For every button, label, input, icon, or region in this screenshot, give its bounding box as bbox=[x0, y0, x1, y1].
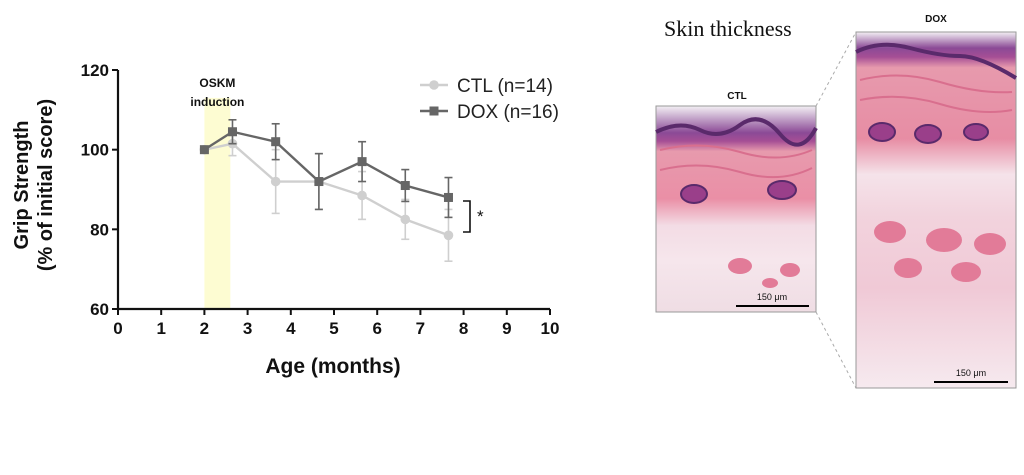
x-tick-label: 1 bbox=[156, 319, 165, 338]
dox-scale-label: 150 μm bbox=[956, 368, 986, 378]
data-point bbox=[357, 157, 367, 167]
significance-star: * bbox=[477, 207, 484, 226]
x-tick-label: 0 bbox=[113, 319, 122, 338]
x-tick-label: 4 bbox=[286, 319, 296, 338]
zoom-line-top bbox=[815, 31, 857, 107]
x-tick-label: 10 bbox=[541, 319, 560, 338]
y-axis-title: Grip Strength bbox=[11, 121, 33, 250]
ctl-scale-label: 150 μm bbox=[757, 292, 787, 302]
x-tick-label: 2 bbox=[200, 319, 209, 338]
zoom-line-bottom bbox=[815, 311, 857, 389]
legend: CTL (n=14) DOX (n=16) bbox=[420, 76, 559, 123]
y-axis-subtitle: (% of initial score) bbox=[35, 99, 57, 271]
series-line bbox=[203, 130, 449, 199]
series-layer bbox=[199, 118, 454, 263]
y-tick-label: 100 bbox=[81, 141, 109, 160]
x-tick-label: 9 bbox=[502, 319, 511, 338]
y-tick-label: 80 bbox=[90, 220, 109, 239]
skin-thickness-panel: Skin thickness CTL 150 μm DOX bbox=[655, 14, 1018, 389]
ctl-image-label: CTL bbox=[727, 91, 746, 102]
dox-histology-image: 150 μm bbox=[855, 31, 1018, 389]
data-point bbox=[227, 127, 237, 137]
x-tick-label: 5 bbox=[329, 319, 338, 338]
data-point bbox=[271, 137, 281, 147]
series-line bbox=[204, 142, 449, 237]
data-point bbox=[443, 192, 453, 202]
oskm-induction-band bbox=[204, 97, 231, 309]
data-point bbox=[400, 181, 410, 191]
x-axis-title: Age (months) bbox=[265, 355, 400, 378]
data-point bbox=[270, 176, 281, 187]
series-1 bbox=[199, 118, 453, 219]
x-tick-label: 7 bbox=[416, 319, 425, 338]
x-tick-label: 3 bbox=[243, 319, 252, 338]
dox-image-label: DOX bbox=[925, 14, 947, 25]
series-0 bbox=[199, 130, 454, 263]
data-point bbox=[443, 230, 454, 241]
x-tick-label: 8 bbox=[459, 319, 468, 338]
grip-strength-chart: OSKM induction 0 1 2 3 4 5 6 7 8 9 10 60 80 100 120 Gr… bbox=[11, 61, 559, 378]
data-point bbox=[357, 190, 367, 201]
legend-label: DOX (n=16) bbox=[457, 102, 559, 123]
induction-label: induction bbox=[190, 95, 244, 109]
y-tick-label: 60 bbox=[90, 300, 109, 319]
ctl-histology-image: 150 μm bbox=[655, 105, 818, 313]
y-tick-label: 120 bbox=[81, 61, 109, 80]
legend-marker bbox=[429, 80, 439, 90]
legend-marker bbox=[429, 106, 439, 116]
axes: 0 1 2 3 4 5 6 7 8 9 10 60 80 100 120 bbox=[81, 61, 560, 338]
significance-bracket: * bbox=[463, 200, 484, 233]
x-tick-label: 6 bbox=[372, 319, 381, 338]
legend-label: CTL (n=14) bbox=[457, 76, 553, 97]
oskm-label: OSKM bbox=[199, 76, 235, 90]
data-point bbox=[314, 177, 324, 187]
data-point bbox=[400, 214, 411, 225]
data-point bbox=[199, 145, 209, 155]
skin-thickness-title: Skin thickness bbox=[664, 16, 792, 41]
